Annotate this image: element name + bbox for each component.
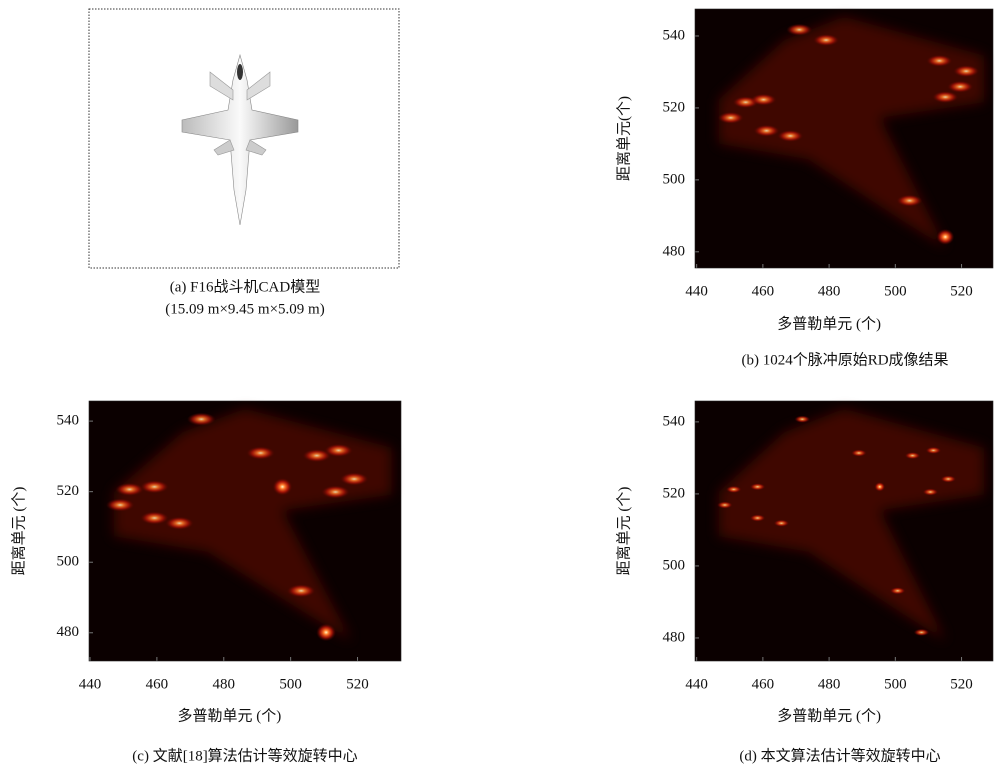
scatterer bbox=[287, 584, 316, 597]
scatterer bbox=[923, 488, 939, 495]
y-axis-label: 距离单元 (个) bbox=[10, 487, 27, 576]
x-tick-label: 480 bbox=[818, 676, 841, 692]
x-tick-label: 480 bbox=[213, 676, 236, 692]
x-tick-label: 440 bbox=[79, 676, 102, 692]
scatterer bbox=[813, 34, 839, 46]
scatterer bbox=[726, 486, 742, 493]
aircraft-model bbox=[182, 55, 298, 225]
caption: (a) F16战斗机CAD模型 bbox=[170, 278, 320, 295]
x-tick-label: 460 bbox=[752, 283, 775, 299]
scatterer bbox=[851, 449, 867, 456]
scatterer bbox=[774, 520, 790, 527]
x-tick-label: 520 bbox=[346, 676, 369, 692]
x-axis-label: 多普勒单元 (个) bbox=[178, 707, 282, 724]
x-tick-label: 500 bbox=[884, 676, 907, 692]
scatterer bbox=[751, 94, 777, 106]
scatterer bbox=[777, 130, 803, 142]
y-tick-label: 500 bbox=[663, 557, 686, 573]
y-tick-label: 480 bbox=[57, 624, 80, 640]
y-tick-label: 520 bbox=[57, 483, 80, 499]
scatterer bbox=[786, 24, 812, 36]
figure: (a) F16战斗机CAD模型 (15.09 m×9.45 m×5.09 m) … bbox=[0, 0, 995, 769]
scatterer bbox=[754, 125, 780, 137]
caption: (b) 1024个脉冲原始RD成像结果 bbox=[741, 351, 948, 368]
y-tick-label: 480 bbox=[663, 629, 686, 645]
y-tick-label: 480 bbox=[663, 243, 686, 259]
y-tick-label: 540 bbox=[663, 413, 686, 429]
scatterer bbox=[246, 446, 275, 459]
y-tick-label: 500 bbox=[663, 171, 686, 187]
y-tick-label: 540 bbox=[663, 27, 686, 43]
x-tick-label: 500 bbox=[279, 676, 302, 692]
scatterer bbox=[140, 480, 169, 493]
scatterer bbox=[874, 482, 885, 492]
scatterer bbox=[890, 587, 906, 594]
y-axis-label: 距离单元 (个) bbox=[615, 487, 632, 576]
scatterer bbox=[321, 485, 350, 498]
y-tick-label: 520 bbox=[663, 485, 686, 501]
y-tick-label: 540 bbox=[57, 413, 80, 429]
scatterer bbox=[718, 112, 744, 124]
y-tick-label: 520 bbox=[663, 99, 686, 115]
x-tick-label: 460 bbox=[146, 676, 169, 692]
scatterer bbox=[936, 229, 954, 245]
x-tick-label: 520 bbox=[950, 676, 973, 692]
y-tick-label: 500 bbox=[57, 554, 80, 570]
scatterer bbox=[905, 452, 921, 459]
scatterer bbox=[897, 195, 923, 207]
caption: (15.09 m×9.45 m×5.09 m) bbox=[165, 301, 324, 317]
scatterer bbox=[187, 413, 216, 426]
x-tick-label: 440 bbox=[685, 283, 708, 299]
scatterer bbox=[750, 514, 766, 521]
scatterer bbox=[947, 81, 973, 93]
x-axis-label: 多普勒单元 (个) bbox=[777, 315, 881, 332]
y-axis-label: 距离单元(个) bbox=[615, 96, 632, 181]
scatterer bbox=[106, 498, 135, 511]
x-tick-label: 500 bbox=[884, 283, 907, 299]
scatterer bbox=[794, 416, 810, 423]
x-tick-label: 480 bbox=[818, 283, 841, 299]
scatterer bbox=[316, 624, 336, 642]
scatterer bbox=[140, 511, 169, 524]
scatterer bbox=[324, 444, 353, 457]
scatterer bbox=[340, 472, 369, 485]
caption: (d) 本文算法估计等效旋转中心 bbox=[739, 746, 940, 764]
scatterer bbox=[926, 55, 952, 67]
scatterer bbox=[932, 91, 958, 103]
x-tick-label: 520 bbox=[950, 283, 973, 299]
caption: (c) 文献[18]算法估计等效旋转中心 bbox=[132, 746, 357, 764]
scatterer bbox=[953, 65, 979, 77]
x-tick-label: 460 bbox=[752, 676, 775, 692]
scatterer bbox=[926, 447, 942, 454]
scatterer bbox=[750, 483, 766, 490]
x-tick-label: 440 bbox=[685, 676, 708, 692]
x-axis-label: 多普勒单元 (个) bbox=[777, 707, 881, 724]
scatterer bbox=[115, 483, 144, 496]
scatterer bbox=[941, 475, 957, 482]
scatterer bbox=[273, 478, 293, 496]
scatterer bbox=[914, 629, 930, 636]
scatterer bbox=[165, 517, 194, 530]
scatterer bbox=[717, 501, 733, 508]
